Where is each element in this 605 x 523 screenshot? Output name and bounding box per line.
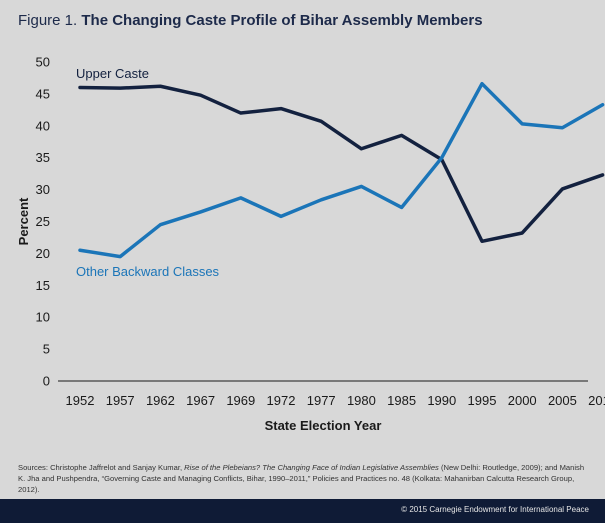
y-tick-label: 45 <box>36 86 50 101</box>
x-tick-label: 1972 <box>267 393 296 408</box>
series-line <box>78 84 605 244</box>
sources-prefix: Sources: Christophe Jaffrelot and Sanjay… <box>18 463 185 472</box>
copyright-text: © 2015 Carnegie Endowment for Internatio… <box>401 505 589 514</box>
y-tick-label: 25 <box>36 214 50 229</box>
y-tick-label: 10 <box>36 310 50 325</box>
y-axis-title: Percent <box>16 197 31 245</box>
x-tick-label: 1967 <box>186 393 215 408</box>
series-group: Upper Caste Other Backward Classes <box>76 66 605 279</box>
x-tick-label: 2000 <box>508 393 537 408</box>
series-label: Other Backward Classes <box>76 264 220 279</box>
sources-note: Sources: Christophe Jaffrelot and Sanjay… <box>18 462 588 495</box>
x-tick-label: 2010 <box>588 393 605 408</box>
x-axis-title: State Election Year <box>265 418 382 433</box>
series-line <box>78 81 605 259</box>
figure-name: The Changing Caste Profile of Bihar Asse… <box>81 12 483 29</box>
y-tick-label: 35 <box>36 150 50 165</box>
x-tick-label: 1957 <box>106 393 135 408</box>
x-tick-label: 1985 <box>387 393 416 408</box>
x-axis-ticks: 1952 1957 1962 1967 1969 1972 1977 1980 1985 1990… <box>66 393 605 408</box>
y-tick-label: 40 <box>36 118 50 133</box>
x-tick-label: 1969 <box>226 393 255 408</box>
y-tick-label: 50 <box>36 55 50 70</box>
x-tick-label: 1962 <box>146 393 175 408</box>
figure-title: Figure 1. The Changing Caste Profile of … <box>18 12 483 29</box>
y-tick-label: 30 <box>36 182 50 197</box>
y-axis-ticks: 0 5 10 15 20 25 30 35 40 45 50 <box>36 55 50 389</box>
x-tick-label: 1990 <box>427 393 456 408</box>
y-tick-label: 0 <box>43 374 50 389</box>
y-tick-label: 20 <box>36 246 50 261</box>
x-tick-label: 1977 <box>307 393 336 408</box>
footer-bar: © 2015 Carnegie Endowment for Internatio… <box>0 499 605 523</box>
x-tick-label: 2005 <box>548 393 577 408</box>
x-tick-label: 1952 <box>66 393 95 408</box>
sources-book-title: Rise of the Plebeians? The Changing Face… <box>184 463 439 472</box>
series-label: Upper Caste <box>76 66 149 81</box>
x-tick-label: 1995 <box>468 393 497 408</box>
sources-suffix: (New Delhi: Routledge, 2009); and Manish… <box>18 463 585 494</box>
x-tick-label: 1980 <box>347 393 376 408</box>
figure-label: Figure 1. <box>18 12 78 29</box>
y-tick-label: 15 <box>36 278 50 293</box>
line-chart: 0 5 10 15 20 25 30 35 40 45 50 1952 1957 1962 1967 196… <box>16 55 605 434</box>
y-tick-label: 5 <box>43 342 50 357</box>
